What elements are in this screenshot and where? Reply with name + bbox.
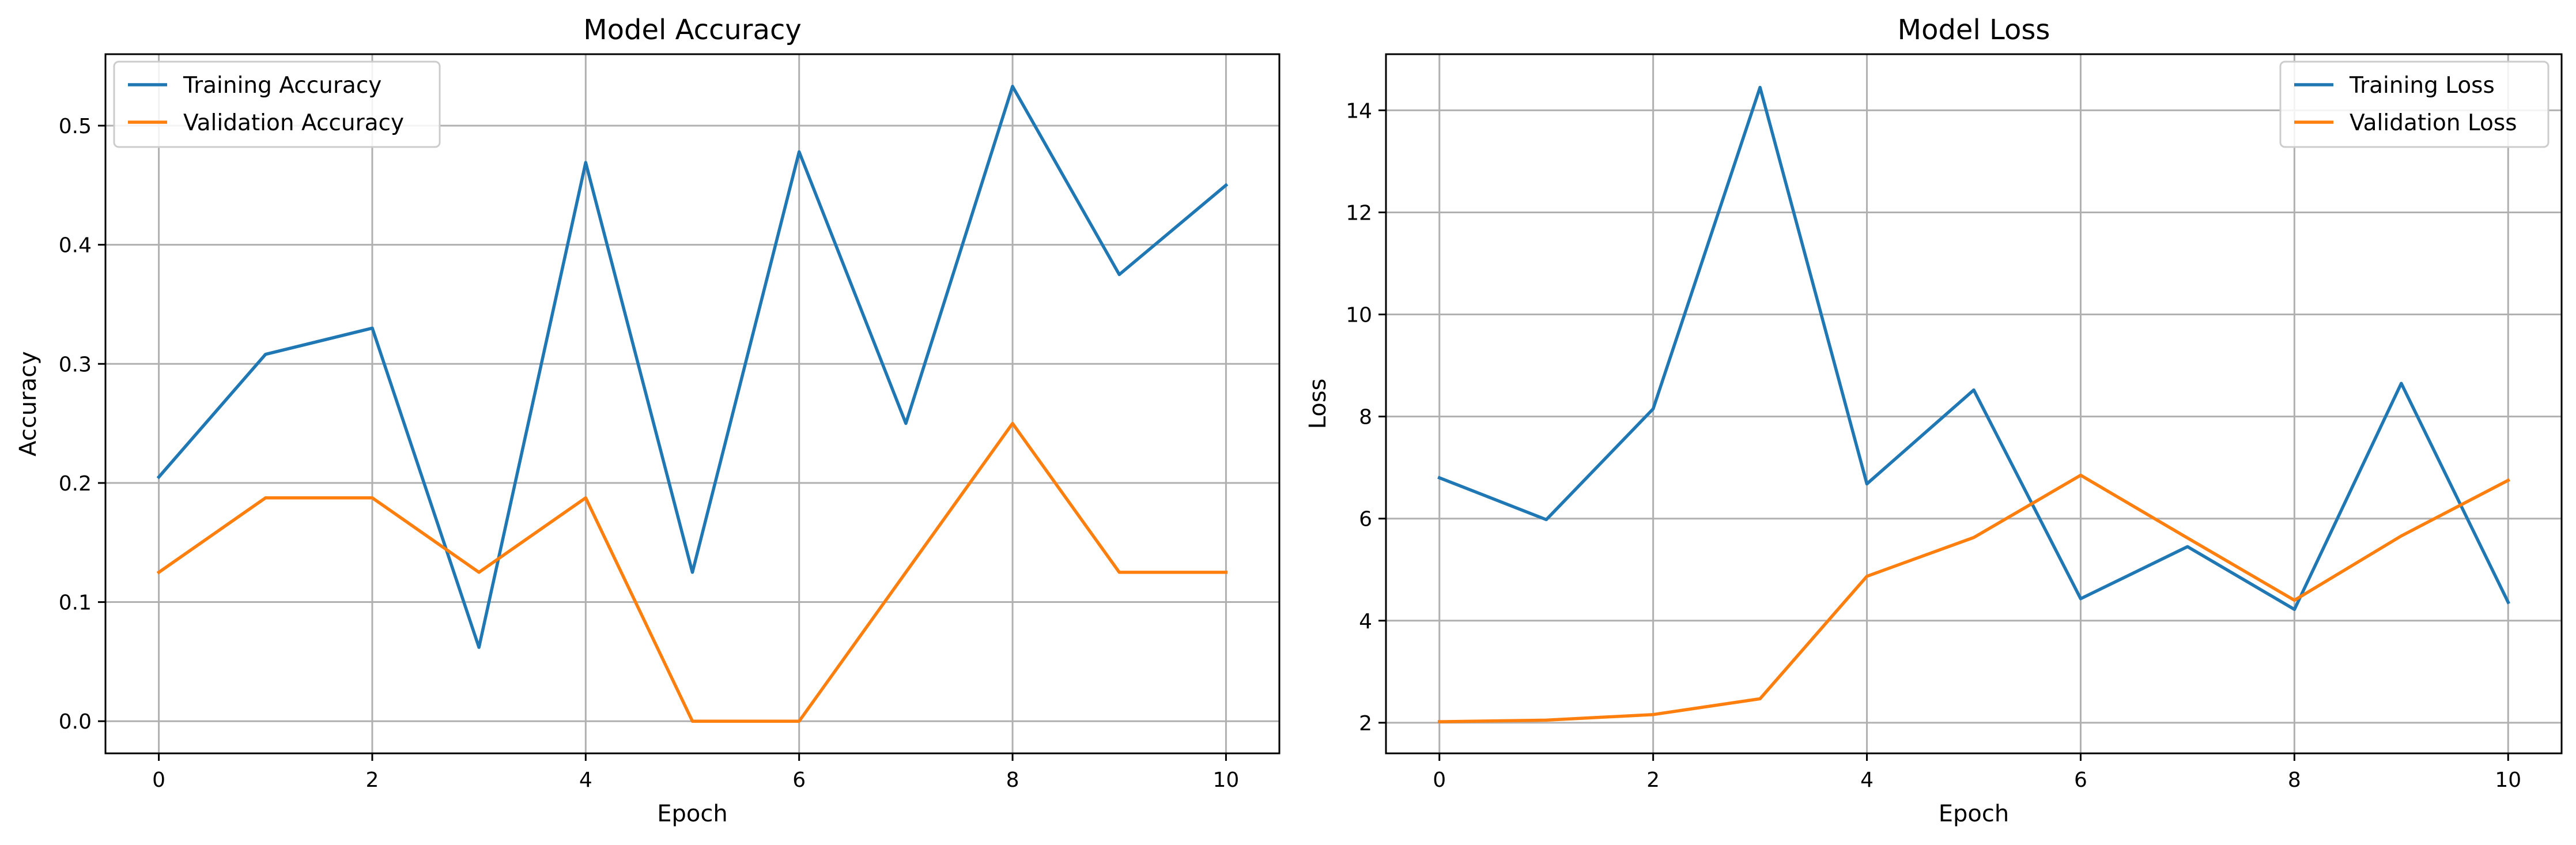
y-tick-label: 8 [1359,406,1372,429]
x-axis-label: Epoch [657,801,727,827]
y-tick-label: 2 [1359,712,1372,735]
y-tick-label: 4 [1359,610,1372,633]
series-line-1 [1437,85,2510,612]
y-axis-label: Loss [1305,379,1331,429]
legend-box [113,61,441,148]
x-tick-label: 8 [2288,768,2301,792]
x-axis-label: Epoch [1939,801,2009,827]
chart-1: 0 2 4 6 8 10 0.0 0.1 0.2 0.3 0.4 0.5 Model Accuracy E… [15,14,1281,827]
x-tick-label: 6 [2074,768,2087,792]
y-tick-label: 0.4 [59,234,92,258]
x-tick-label: 2 [366,768,379,792]
plot-frame [1385,53,2563,755]
y-axis-label: Accuracy [15,351,41,457]
legend-entry-1: Training Loss [2349,73,2495,99]
x-tick-label: 10 [1213,768,1240,792]
series-line-1 [156,85,1229,649]
legend-box [2279,61,2549,148]
x-tick-label: 0 [152,768,165,792]
chart-2: 0 2 4 6 8 10 2 4 6 8 10 12 14 Model Loss Epoch Loss Trai… [1305,14,2563,827]
x-tick-label: 4 [1860,768,1874,792]
legend: Training Loss Validation Loss [2279,61,2549,148]
chart-title: Model Loss [1898,14,2050,46]
x-tick-label: 10 [2495,768,2521,792]
y-tick-label: 0.5 [59,115,92,138]
x-tick-label: 0 [1433,768,1446,792]
x-tick-label: 2 [1646,768,1660,792]
y-tick-label: 10 [1346,304,1372,327]
y-tick-label: 0.0 [59,710,92,734]
x-tick-label: 6 [792,768,806,792]
legend-entry-1: Training Accuracy [183,73,382,99]
y-tick-label: 12 [1346,201,1372,225]
legend-entry-2: Validation Accuracy [183,110,404,136]
legend: Training Accuracy Validation Accuracy [113,61,441,148]
grid [105,54,1279,753]
y-tick-label: 0.3 [59,353,92,376]
y-tick-label: 0.2 [59,472,92,496]
plot-frame [104,53,1281,755]
y-tick-label: 6 [1359,508,1372,531]
y-tick-label: 0.1 [59,591,92,615]
grid [1386,54,2562,753]
y-tick-label: 14 [1346,99,1372,123]
x-tick-label: 4 [579,768,592,792]
chart-title: Model Accuracy [583,14,802,46]
legend-entry-2: Validation Loss [2350,110,2517,136]
series-line-2 [156,421,1228,723]
x-tick-label: 8 [1006,768,1019,792]
series-line-2 [1437,473,2511,723]
